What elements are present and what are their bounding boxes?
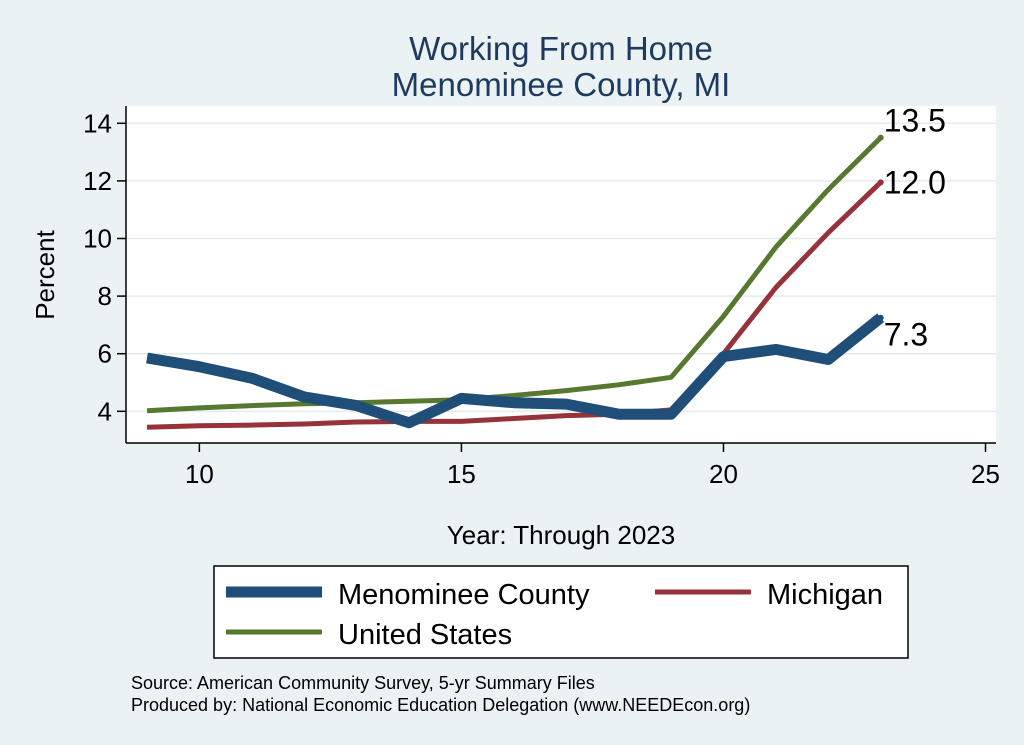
series-end-point	[877, 314, 884, 321]
x-tick-label: 10	[185, 459, 214, 489]
legend-box	[213, 565, 909, 659]
series-line-united-states	[146, 135, 883, 414]
y-tick-label: 14	[83, 108, 112, 138]
end-value-label: 13.5	[884, 103, 946, 139]
x-tick-label: 20	[709, 459, 738, 489]
x-tick-label: 25	[971, 459, 1000, 489]
y-tick-label: 12	[83, 166, 112, 196]
x-tick-label: 15	[447, 459, 476, 489]
source-note: Source: American Community Survey, 5-yr …	[131, 673, 595, 693]
y-tick-label: 4	[98, 396, 112, 426]
series-lines	[146, 134, 885, 430]
end-value-label: 7.3	[884, 317, 928, 353]
legend-label: Michigan	[767, 579, 883, 611]
y-axis-title: Percent	[30, 229, 60, 319]
legend: Menominee County Michigan United States	[226, 579, 883, 651]
chart-title-line-1: Working From Home	[409, 30, 713, 67]
y-tick-label: 6	[98, 339, 112, 369]
y-tick-label: 10	[83, 223, 112, 253]
grid-lines	[126, 122, 996, 413]
series-line-menominee-county	[146, 313, 885, 429]
producer-note: Produced by: National Economic Education…	[131, 695, 750, 715]
legend-label: Menominee County	[338, 579, 590, 611]
series-end-point	[877, 134, 884, 141]
chart-title-line-2: Menominee County, MI	[392, 66, 731, 103]
x-axis-title: Year: Through 2023	[447, 520, 675, 550]
end-value-label: 12.0	[884, 164, 946, 200]
axis-ticks: 4 6 8 10 12 14 10 15 20 25	[83, 108, 1000, 489]
end-labels: 7.3 12.0 13.5	[884, 103, 946, 353]
series-line-michigan	[146, 180, 883, 430]
series-end-point	[877, 179, 884, 186]
y-tick-label: 8	[98, 281, 112, 311]
legend-label: United States	[338, 619, 512, 651]
